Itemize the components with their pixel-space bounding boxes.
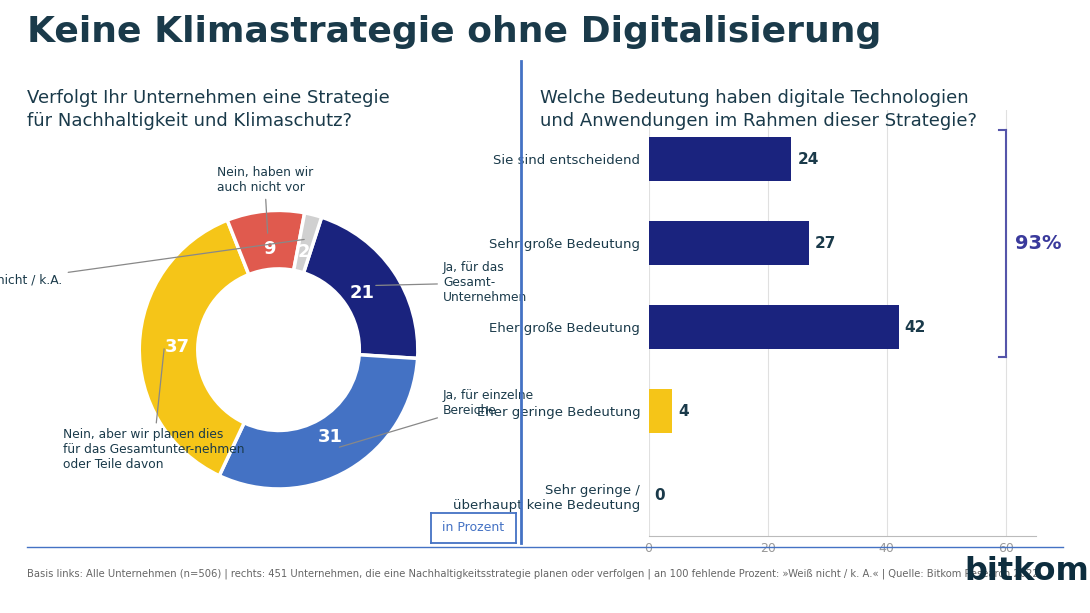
Text: 42: 42 — [905, 319, 925, 335]
Text: in Prozent: in Prozent — [443, 521, 504, 535]
Text: 37: 37 — [165, 338, 190, 356]
Text: 93%: 93% — [1015, 234, 1062, 253]
Text: Ja, für einzelne
Bereiche: Ja, für einzelne Bereiche — [339, 389, 534, 447]
Text: Nein, aber wir planen dies
für das Gesamtunter-nehmen
oder Teile davon: Nein, aber wir planen dies für das Gesam… — [63, 349, 244, 471]
Text: Weiß nicht / k.A.: Weiß nicht / k.A. — [0, 240, 304, 286]
Text: 4: 4 — [678, 403, 689, 419]
Wedge shape — [293, 213, 322, 273]
Wedge shape — [303, 217, 417, 359]
Text: 24: 24 — [798, 151, 819, 167]
Bar — [649, 305, 898, 349]
Text: Keine Klimastrategie ohne Digitalisierung: Keine Klimastrategie ohne Digitalisierun… — [27, 15, 882, 49]
Text: 27: 27 — [815, 235, 837, 251]
Bar — [649, 137, 791, 181]
Text: Ja, für das
Gesamt-
Unternehmen: Ja, für das Gesamt- Unternehmen — [376, 261, 528, 304]
Wedge shape — [219, 355, 417, 489]
Text: 0: 0 — [654, 488, 665, 503]
Text: bitkom: bitkom — [965, 556, 1089, 587]
Text: 2: 2 — [298, 243, 310, 261]
Text: 21: 21 — [350, 284, 375, 302]
Text: 9: 9 — [263, 240, 276, 258]
Text: Verfolgt Ihr Unternehmen eine Strategie
für Nachhaltigkeit und Klimaschutz?: Verfolgt Ihr Unternehmen eine Strategie … — [27, 89, 390, 131]
Text: Basis links: Alle Unternehmen (n=506) | rechts: 451 Unternehmen, die eine Nachha: Basis links: Alle Unternehmen (n=506) | … — [27, 569, 1039, 579]
Text: Welche Bedeutung haben digitale Technologien
und Anwendungen im Rahmen dieser St: Welche Bedeutung haben digitale Technolo… — [540, 89, 977, 131]
Wedge shape — [140, 220, 249, 476]
Wedge shape — [228, 210, 304, 275]
Bar — [649, 221, 809, 265]
Text: Nein, haben wir
auch nicht vor: Nein, haben wir auch nicht vor — [217, 166, 313, 233]
Text: 31: 31 — [317, 428, 342, 446]
Bar — [649, 389, 673, 433]
